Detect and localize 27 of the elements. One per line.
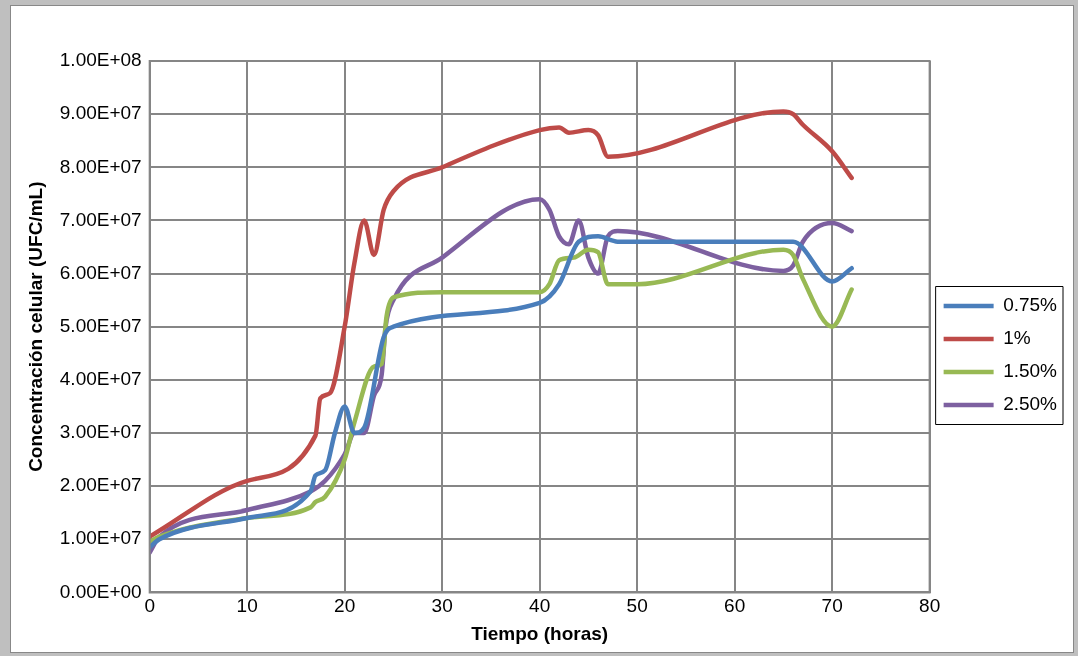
x-tick-label: 20 xyxy=(334,595,356,617)
x-tick-label: 70 xyxy=(821,595,843,617)
x-tick-label: 60 xyxy=(724,595,746,617)
y-tick-label: 1.00E+07 xyxy=(59,527,142,549)
legend-label: 1.50% xyxy=(1003,360,1058,382)
y-tick-label: 1.00E+08 xyxy=(59,49,142,71)
y-tick-label: 3.00E+07 xyxy=(59,421,142,443)
x-tick-label: 40 xyxy=(529,595,551,617)
y-tick-label: 9.00E+07 xyxy=(59,102,142,124)
y-tick-label: 2.00E+07 xyxy=(59,474,142,496)
legend-label: 1% xyxy=(1003,327,1031,349)
x-tick-label: 10 xyxy=(236,595,258,617)
y-tick-label: 7.00E+07 xyxy=(59,208,142,230)
x-tick-label: 50 xyxy=(626,595,648,617)
y-axis-title: Concentración celular (UFC/mL) xyxy=(24,181,46,472)
y-tick-label: 6.00E+07 xyxy=(59,261,142,283)
line-series xyxy=(149,109,854,539)
x-tick-label: 0 xyxy=(144,595,155,617)
legend-label: 2.50% xyxy=(1003,393,1058,415)
y-tick-label: 4.00E+07 xyxy=(59,368,142,390)
y-tick-label: 5.00E+07 xyxy=(59,314,142,336)
x-axis-title: Tiempo (horas) xyxy=(471,622,609,644)
y-tick-label: 8.00E+07 xyxy=(59,155,142,177)
x-tick-label: 80 xyxy=(919,595,941,617)
legend-label: 0.75% xyxy=(1003,294,1058,316)
x-tick-label: 30 xyxy=(431,595,453,617)
y-tick-label: 0.00E+00 xyxy=(59,580,142,602)
